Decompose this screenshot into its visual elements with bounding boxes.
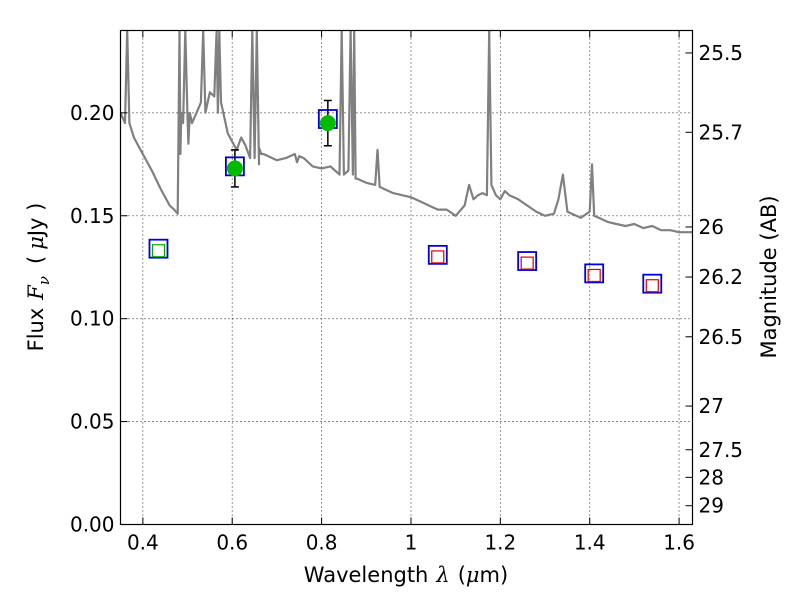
filter-band-box <box>148 238 169 259</box>
x-tick-label: 0.6 <box>216 531 248 555</box>
magnitude-tick-label: 25.7 <box>699 120 744 144</box>
magnitude-tick-label: 27 <box>699 394 724 418</box>
y-axis-label: FluxFν(μJy ) <box>24 203 53 352</box>
model-spectrum-line <box>120 30 693 234</box>
magnitude-tick-label: 25.5 <box>699 41 744 65</box>
filter-band-box <box>642 273 663 294</box>
model-flux-box <box>520 256 534 270</box>
y-tick-label: 0.05 <box>70 410 115 434</box>
magnitude-tick-label: 28 <box>699 465 724 489</box>
model-flux-box <box>151 244 166 258</box>
model-flux-box <box>645 279 659 293</box>
x-tick-label: 1.2 <box>484 531 516 555</box>
model-flux-box <box>431 250 445 264</box>
x-tick-label: 0.4 <box>127 531 159 555</box>
filter-band-box <box>584 263 605 284</box>
magnitude-tick-label: 29 <box>699 494 724 518</box>
filter-band-box <box>427 244 448 265</box>
observed-point <box>226 160 243 177</box>
magnitude-tick-label: 26.5 <box>699 325 744 349</box>
x-tick-label: 1.4 <box>574 531 606 555</box>
x-tick-label: 1.6 <box>663 531 695 555</box>
x-tick-label: 0.8 <box>306 531 338 555</box>
filter-band-box <box>517 251 538 271</box>
y-tick-label: 0.10 <box>70 307 115 331</box>
magnitude-tick-label: 26.2 <box>699 265 744 289</box>
x-tick-label: 1 <box>405 531 418 555</box>
y-tick-label: 0.20 <box>70 101 115 125</box>
axis-ticks: 0.4 0.6 0.8 1 1.2 1.4 1.6 0.00 0.05 0.10 0.15 0.20 2… <box>70 30 744 555</box>
y-tick-label: 0.00 <box>70 513 115 537</box>
magnitude-axis-label: Magnitude (AB) <box>757 195 781 358</box>
observed-point <box>319 115 336 132</box>
y-tick-label: 0.15 <box>70 204 115 228</box>
model-flux-box <box>587 268 601 283</box>
magnitude-tick-label: 27.5 <box>699 438 744 462</box>
magnitude-tick-label: 26 <box>699 215 724 239</box>
data-series <box>120 30 693 294</box>
x-axis-label: Wavelength λ (μm) <box>304 563 508 587</box>
